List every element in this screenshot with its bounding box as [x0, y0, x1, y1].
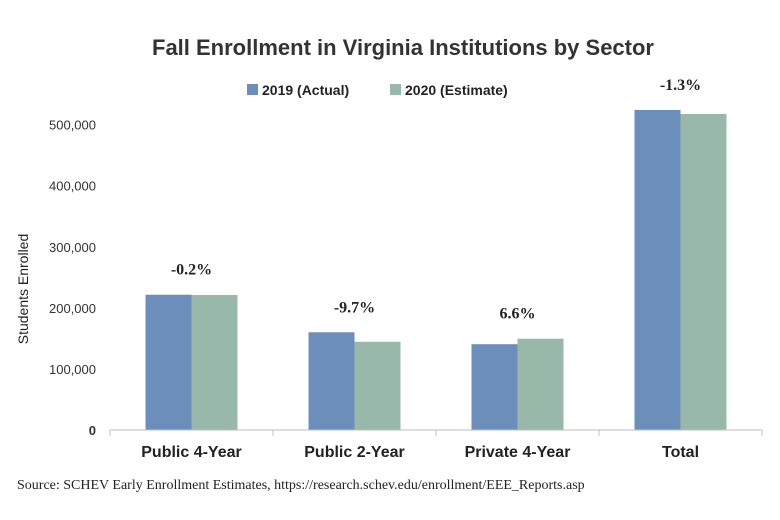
change-annotation: -1.3%	[660, 77, 701, 94]
chart: Fall Enrollment in Virginia Institutions…	[15, 35, 763, 461]
bar-2020-public-4-year	[191, 295, 238, 430]
change-annotation: 6.6%	[500, 306, 536, 323]
category-label: Public 4-Year	[141, 444, 242, 461]
bar-2019-public-2-year	[308, 332, 355, 430]
bar-2019-total	[634, 109, 681, 430]
bar-2019-public-4-year	[145, 294, 192, 430]
y-axis-ticks: 0 100,000 200,000 300,000 400,000 500,000	[49, 118, 96, 438]
category-label: Public 2-Year	[304, 444, 405, 461]
bars	[145, 109, 727, 431]
bar-2019-private-4-year	[471, 344, 518, 430]
x-axis-tick-marks	[109, 430, 763, 436]
change-annotation: -9.7%	[334, 299, 375, 316]
category-labels: Public 4-Year Public 2-Year Private 4-Year…	[141, 444, 699, 461]
y-tick-label: 500,000	[49, 118, 96, 133]
y-tick-label: 100,000	[49, 362, 96, 377]
legend-label-2020: 2020 (Estimate)	[405, 82, 508, 98]
change-annotation: -0.2%	[171, 262, 212, 279]
y-tick-label: 400,000	[49, 179, 96, 194]
legend-label-2019: 2019 (Actual)	[262, 82, 349, 98]
bar-2020-public-2-year	[354, 341, 401, 430]
bar-2020-private-4-year	[517, 338, 564, 430]
category-label: Private 4-Year	[465, 444, 571, 461]
legend-swatch-2020	[390, 84, 401, 95]
legend: 2019 (Actual) 2020 (Estimate)	[247, 82, 508, 98]
chart-title: Fall Enrollment in Virginia Institutions…	[152, 35, 654, 60]
category-label: Total	[662, 444, 699, 461]
y-tick-label: 200,000	[49, 301, 96, 316]
y-tick-label: 0	[89, 423, 96, 438]
y-axis-label: Students Enrolled	[15, 234, 31, 345]
source-note: Source: SCHEV Early Enrollment Estimates…	[17, 478, 585, 493]
legend-swatch-2019	[247, 84, 258, 95]
bar-2020-total	[680, 113, 727, 431]
change-annotations: -0.2% -9.7% 6.6% -1.3%	[171, 77, 701, 323]
y-tick-label: 300,000	[49, 240, 96, 255]
